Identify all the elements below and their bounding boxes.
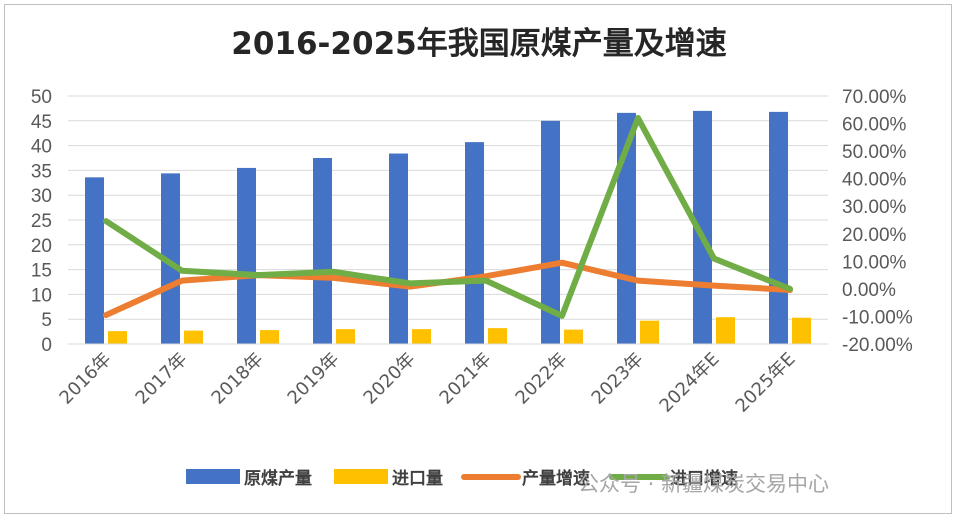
legend: 原煤产量 进口量 产量增速 进口增速 (186, 468, 738, 489)
right-tick-label: 10.00% (842, 252, 907, 273)
right-tick-label: 30.00% (842, 197, 907, 218)
bar-production (313, 158, 332, 344)
bar-production (465, 142, 484, 344)
right-tick-label: 0.00% (842, 280, 896, 301)
right-tick-label: -20.00% (842, 335, 913, 356)
x-tick-label: 2022年 (512, 349, 572, 409)
bar-production (85, 177, 104, 344)
gridlines (68, 95, 828, 345)
left-tick-label: 25 (31, 211, 52, 232)
legend-label: 原煤产量 (244, 468, 312, 489)
bar-import (336, 329, 355, 344)
left-tick-label: 40 (31, 137, 52, 158)
right-tick-label: 70.00% (842, 87, 907, 108)
x-tick-label: 2020年 (360, 349, 420, 409)
x-tick-label: 2018年 (208, 349, 268, 409)
legend-swatch (186, 469, 240, 484)
x-tick-label: 2016年 (56, 349, 116, 409)
left-axis-ticks: 0 5 10 15 20 25 30 35 40 45 50 (31, 87, 52, 356)
left-tick-label: 35 (31, 161, 52, 182)
left-tick-label: 45 (31, 112, 52, 133)
bar-import (260, 330, 279, 344)
import-growth-line (103, 115, 793, 319)
bars (85, 110, 811, 344)
bar-import (412, 329, 431, 344)
bar-production (389, 153, 408, 344)
left-tick-label: 5 (41, 310, 52, 331)
bar-production (161, 173, 180, 344)
legend-label: 进口量 (392, 468, 443, 489)
bar-import (716, 317, 735, 344)
x-tick-label: 2017年 (132, 349, 192, 409)
legend-swatch (334, 469, 388, 484)
bar-production (769, 111, 788, 344)
lines (103, 115, 793, 319)
left-tick-label: 15 (31, 261, 52, 282)
x-tick-label: 2019年 (284, 349, 344, 409)
bar-import (184, 330, 203, 344)
left-tick-label: 20 (31, 236, 52, 257)
x-tick-label: 2021年 (436, 349, 496, 409)
legend-label: 产量增速 (522, 468, 590, 489)
bar-import (640, 320, 659, 344)
bar-production (617, 112, 636, 344)
left-tick-label: 50 (31, 87, 52, 108)
bar-import (792, 317, 811, 344)
x-tick-label: 2024年E (656, 349, 724, 417)
bar-import (564, 329, 583, 344)
right-tick-label: 60.00% (842, 115, 907, 136)
x-tick-label: 2023年 (588, 349, 648, 409)
right-axis-ticks: -20.00% -10.00% 0.00% 10.00% 20.00% 30.00% 40.… (842, 87, 913, 356)
right-tick-label: -10.00% (842, 307, 913, 328)
bar-import (108, 331, 127, 344)
right-tick-label: 40.00% (842, 170, 907, 191)
watermark-text: 公众号 · 新疆煤炭交易中心 (578, 472, 829, 496)
right-tick-label: 20.00% (842, 225, 907, 246)
bar-production (237, 167, 256, 344)
chart-title: 2016-2025年我国原煤产量及增速 (231, 26, 727, 62)
left-tick-label: 30 (31, 186, 52, 207)
left-tick-label: 10 (31, 285, 52, 306)
x-tick-label: 2025年E (732, 349, 800, 417)
right-tick-label: 50.00% (842, 142, 907, 163)
bar-production (541, 120, 560, 344)
bar-import (488, 328, 507, 344)
left-tick-label: 0 (41, 335, 52, 356)
x-axis-ticks: 2016年 2017年 2018年 2019年 2020年 2021年 2022年 2023年… (56, 343, 828, 417)
legend-label: 进口增速 (670, 468, 738, 489)
